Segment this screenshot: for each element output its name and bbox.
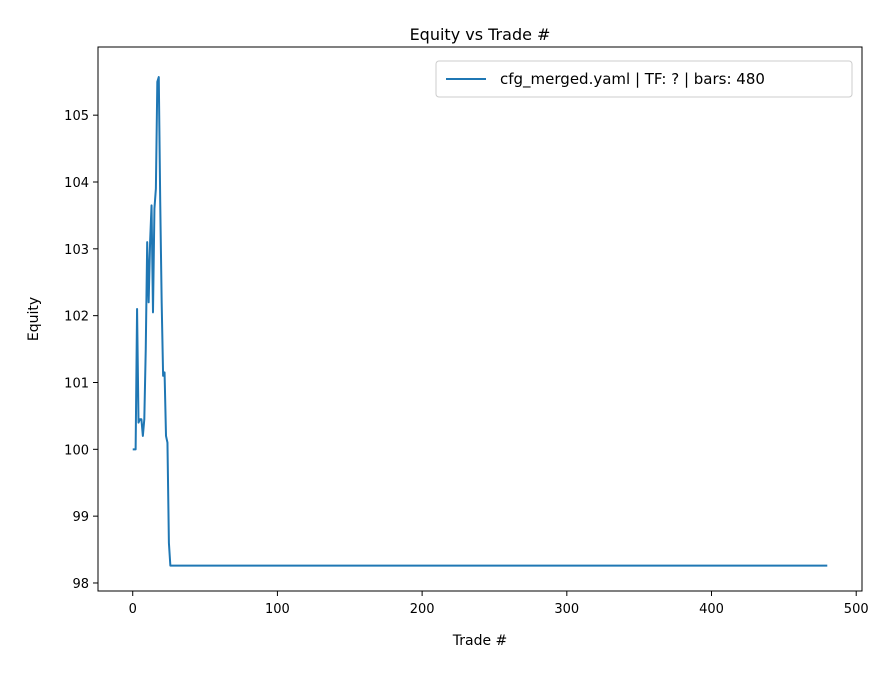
y-tick-label: 98 — [72, 577, 89, 592]
y-tick-label: 105 — [64, 109, 89, 124]
x-tick-label: 100 — [265, 602, 290, 617]
x-tick-label: 200 — [410, 602, 435, 617]
plot-frame — [97, 46, 863, 592]
x-tick-label: 300 — [554, 602, 579, 617]
y-axis-label: Equity — [26, 297, 42, 341]
y-tick-label: 99 — [72, 510, 89, 525]
line-series — [132, 76, 828, 567]
y-tick-label: 100 — [64, 443, 89, 458]
y-tick-label: 103 — [64, 243, 89, 258]
x-tick-label: 500 — [844, 602, 869, 617]
y-tick-label: 101 — [64, 376, 89, 391]
y-tick-label: 102 — [64, 310, 89, 325]
legend-box — [435, 60, 853, 98]
chart-title: Equity vs Trade # — [410, 25, 551, 44]
x-tick-label: 400 — [699, 602, 724, 617]
x-axis-label: Trade # — [452, 633, 508, 649]
y-tick-label: 104 — [64, 176, 89, 191]
x-tick-label: 0 — [129, 602, 137, 617]
legend-label: cfg_merged.yaml | TF: ? | bars: 480 — [500, 70, 765, 89]
